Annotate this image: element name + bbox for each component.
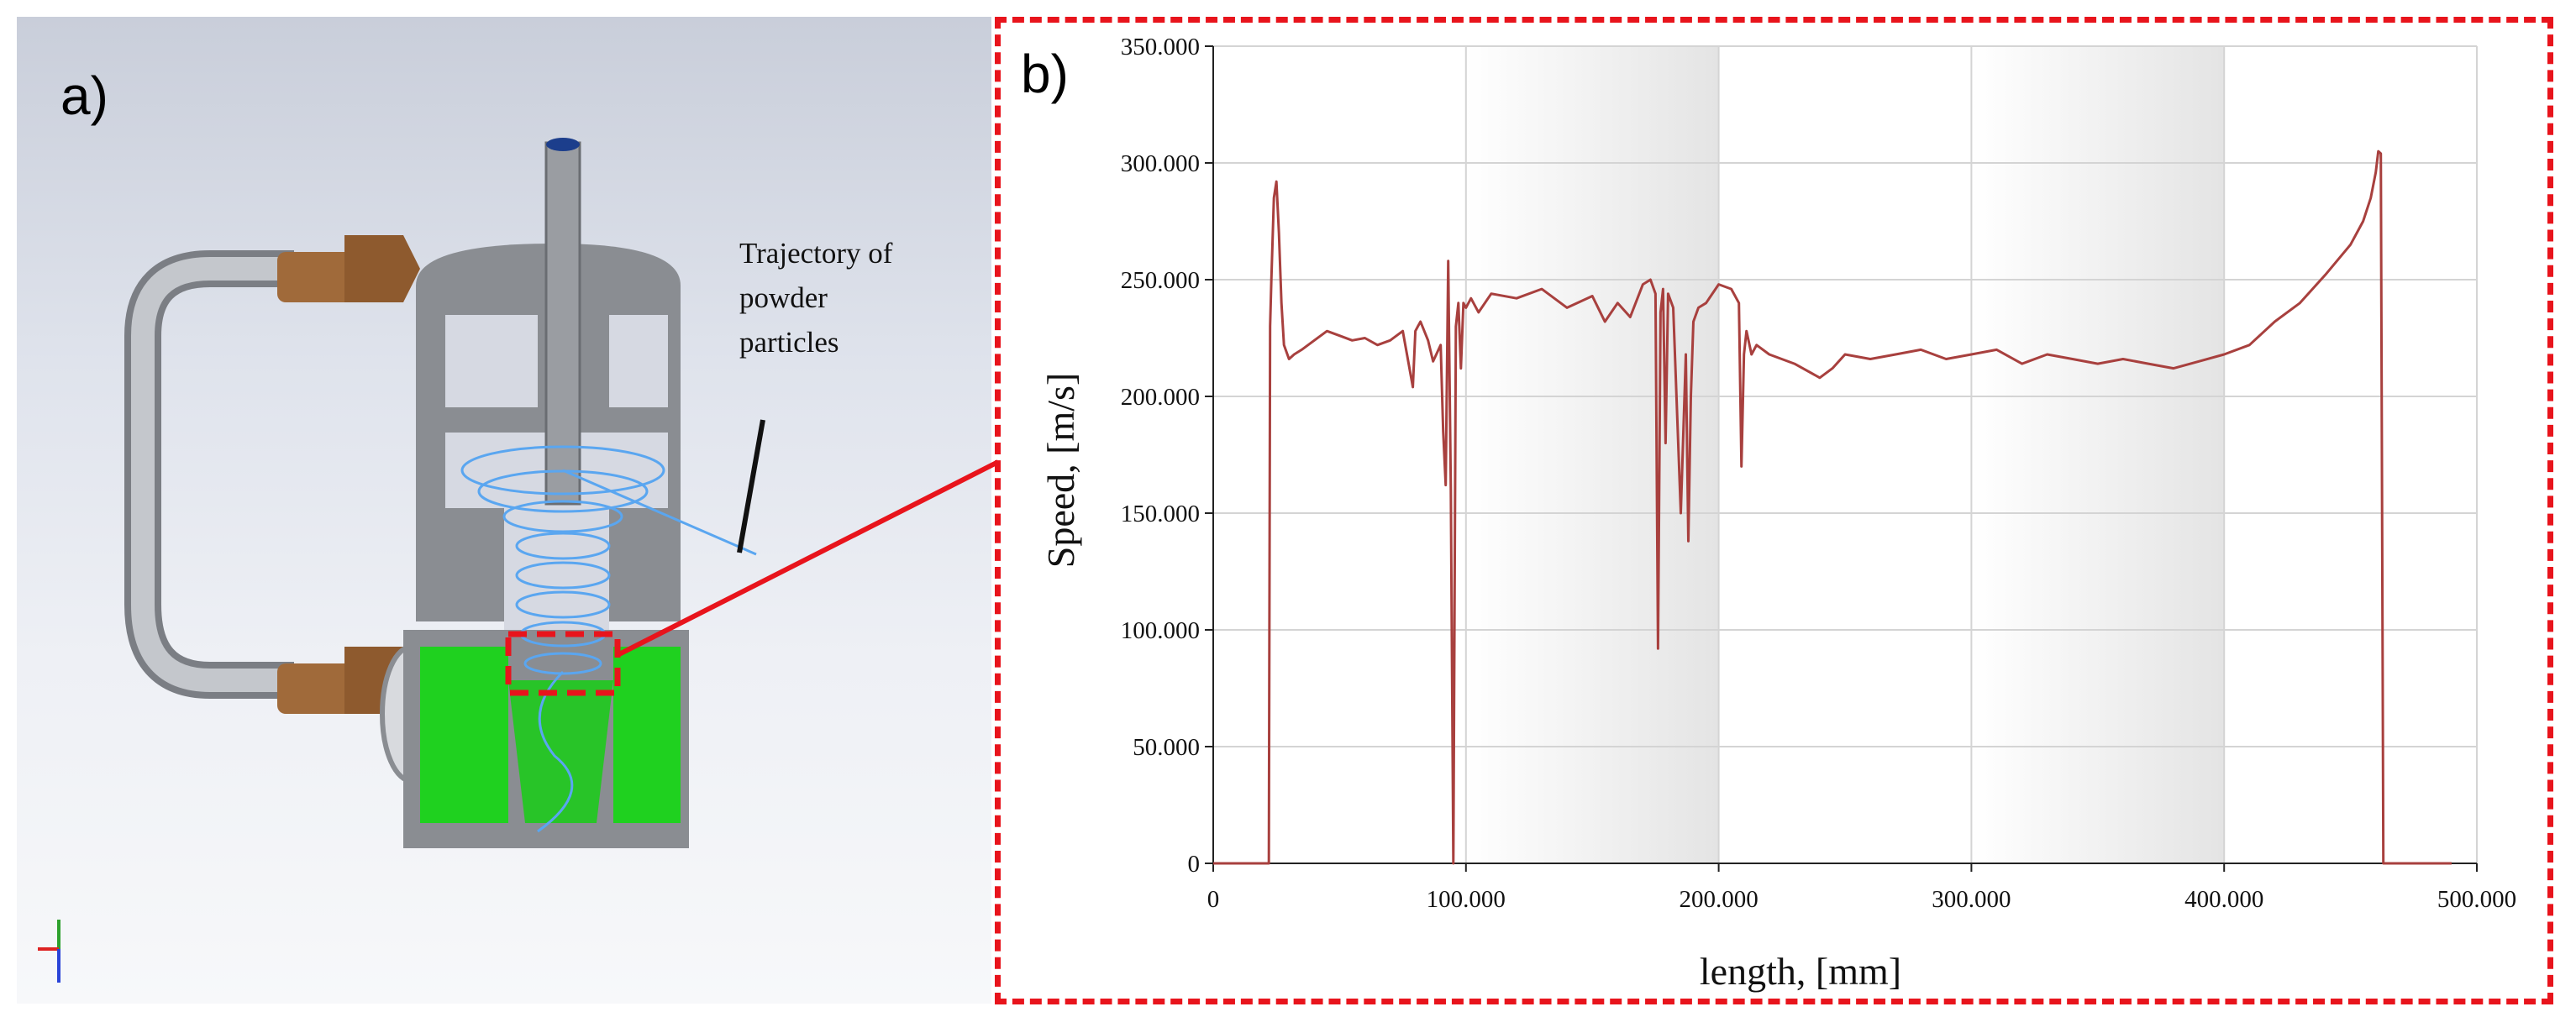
y-tick-label: 100.000 [1121,617,1200,644]
plot-background [1213,46,2477,863]
chart-ticks: 0 50.000 100.000 150.000 200.000 250.000 300.0… [1121,34,2516,913]
upper-nut [344,235,420,302]
y-axis-label: Speed, [m/s] [1039,373,1082,569]
y-tick-label: 200.000 [1121,384,1200,411]
x-tick-label: 300.000 [1932,886,2011,913]
y-tick-label: 250.000 [1121,267,1200,294]
x-axis-label: length, [mm] [1700,950,1901,993]
x-tick-label: 500.000 [2437,886,2516,913]
lower-fitting [277,663,353,714]
speed-series-line [1213,149,2452,865]
shading-band [1465,46,1719,863]
y-tick-label: 50.000 [1133,734,1200,761]
upper-chamber-left [445,315,538,407]
cad-model-drawing [38,138,765,983]
panel-a-label: a) [60,66,108,126]
upper-fitting [277,252,353,302]
trajectory-annotation: Trajectory of powder particles [739,237,893,359]
nozzle-throat [508,680,613,823]
coordinate-triad-icon [38,920,60,983]
nozzle-left [420,647,508,823]
y-tick-label: 350.000 [1121,34,1200,60]
y-tick-label: 300.000 [1121,150,1200,177]
x-tick-label: 200.000 [1679,886,1758,913]
upper-chamber-right [609,315,668,407]
rod-tip [546,138,580,151]
y-tick-label: 150.000 [1121,501,1200,527]
y-tick-label: 0 [1188,851,1201,878]
bypass-pipe-highlight [131,257,294,692]
central-rod [544,141,581,506]
nozzle-right [613,647,681,823]
x-tick-label: 100.000 [1427,886,1506,913]
x-tick-label: 400.000 [2184,886,2263,913]
panel-b-label: b) [1021,44,1069,104]
chart-shading-bands [1213,46,2477,863]
x-tick-label: 0 [1207,886,1220,913]
chart-axes [1212,46,2477,864]
shading-band [1971,46,2225,863]
chart-series [1213,149,2452,865]
